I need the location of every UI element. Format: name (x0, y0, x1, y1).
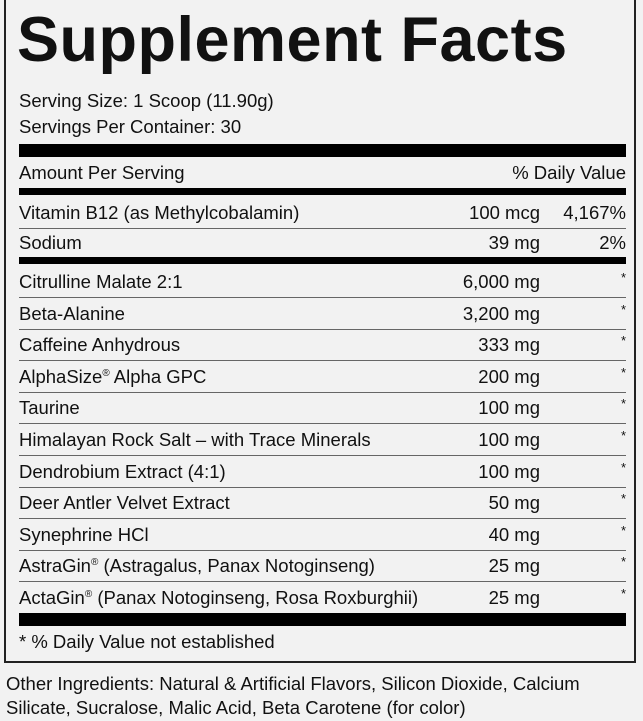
daily-value: * (620, 364, 626, 380)
registered-mark: ® (102, 367, 110, 379)
name-detail: (Astragalus, Panax Notoginseng) (98, 555, 375, 577)
name-text: Caffeine Anhydrous (19, 334, 181, 356)
supplement-facts-panel (4, 0, 636, 663)
daily-value: * (620, 491, 626, 507)
name-text: Dendrobium Extract (4:1) (19, 460, 226, 482)
ingredient-name: Sodium (19, 232, 82, 254)
daily-value: * (620, 428, 626, 443)
table-row: Beta-Alanine 3,200 mg * (19, 299, 626, 330)
daily-value: * (620, 459, 626, 475)
ingredient-name: Caffeine Anhydrous (19, 334, 180, 356)
table-row: Taurine 100 mg * (19, 393, 626, 424)
table-row: AlphaSize® Alpha GPC 200 mg * (19, 362, 626, 393)
name-text: Sodium (19, 232, 82, 253)
row-divider (19, 360, 626, 362)
ingredient-name: AstraGin® (Astragalus, Panax Notoginseng… (19, 555, 375, 577)
registered-mark: ® (90, 557, 99, 569)
name-detail: Alpha GPC (109, 365, 207, 387)
amount: 100 mcg (469, 202, 540, 223)
daily-value: 4,167% (563, 202, 626, 223)
ingredient-name: Deer Antler Velvet Extract (19, 492, 230, 514)
name-text: AlphaSize (19, 365, 103, 387)
table-row: Synephrine HCl 40 mg * (19, 520, 626, 551)
ingredient-name: Himalayan Rock Salt – with Trace Mineral… (19, 429, 371, 451)
name-text: Synephrine HCl (19, 523, 149, 545)
table-row: Vitamin B12 (as Methylcobalamin) 100 mcg 4… (19, 198, 626, 229)
daily-value: * (620, 554, 626, 570)
daily-value: * (620, 396, 626, 412)
ingredient-name: Taurine (19, 397, 80, 419)
amount: 25 mg (488, 587, 540, 608)
table-row: Caffeine Anhydrous 333 mg * (19, 330, 626, 361)
name-text: Deer Antler Velvet Extract (19, 492, 230, 514)
amount: 39 mg (488, 232, 540, 253)
name-detail: (Panax Notoginseng, Rosa Roxburghii) (92, 587, 419, 608)
divider-medium (19, 188, 626, 195)
row-divider (19, 391, 626, 393)
ingredient-name: Dendrobium Extract (4:1) (19, 461, 226, 483)
row-divider (19, 423, 626, 425)
footnote: * % Daily Value not established (19, 631, 275, 652)
daily-value: * (620, 333, 626, 349)
ingredient-name: AlphaSize® Alpha GPC (19, 366, 206, 388)
amount: 200 mg (478, 365, 540, 387)
daily-value-label: % Daily Value (512, 162, 626, 183)
amount: 100 mg (478, 460, 540, 482)
amount: 25 mg (488, 555, 540, 577)
divider-medium (19, 257, 626, 264)
daily-value: * (620, 586, 626, 601)
amount: 333 mg (478, 334, 540, 356)
table-row: Dendrobium Extract (4:1) 100 mg * (19, 457, 626, 488)
daily-value: 2% (599, 232, 626, 253)
row-divider (19, 518, 626, 520)
amount: 50 mg (488, 492, 540, 514)
table-row: Citrulline Malate 2:1 6,000 mg * (19, 267, 626, 298)
table-row: AstraGin® (Astragalus, Panax Notoginseng… (19, 551, 626, 582)
servings-per-container: Servings Per Container: 30 (19, 116, 242, 137)
table-row: Sodium 39 mg 2% (19, 228, 626, 259)
amount: 100 mg (478, 429, 540, 450)
name-text: Beta-Alanine (19, 302, 125, 324)
panel-title: Supplement Facts (17, 5, 568, 75)
daily-value: * (620, 301, 626, 317)
ingredient-name: Synephrine HCl (19, 524, 149, 546)
amount: 100 mg (478, 397, 540, 419)
amount: 3,200 mg (462, 302, 540, 324)
table-row: Deer Antler Velvet Extract 50 mg * (19, 488, 626, 519)
serving-size: Serving Size: 1 Scoop (11.90g) (19, 90, 274, 111)
row-divider (19, 455, 626, 456)
daily-value: * (620, 270, 626, 285)
row-divider (19, 549, 626, 551)
row-divider (19, 328, 626, 330)
divider-thick (19, 144, 626, 157)
amount: 40 mg (488, 523, 540, 545)
ingredient-name: Vitamin B12 (as Methylcobalamin) (19, 202, 299, 224)
header-row: Amount Per Serving % Daily Value (19, 158, 626, 189)
row-divider (19, 486, 626, 488)
row-divider (19, 228, 626, 229)
table-row: Himalayan Rock Salt – with Trace Mineral… (19, 425, 626, 456)
other-ingredients: Other Ingredients: Natural & Artificial … (6, 673, 580, 718)
name-text: ActaGin (19, 587, 85, 608)
name-text: Himalayan Rock Salt – with Trace Mineral… (19, 429, 371, 450)
daily-value: * (620, 522, 626, 538)
amount-per-serving-label: Amount Per Serving (19, 162, 185, 183)
divider-thick (19, 613, 626, 626)
ingredient-name: Beta-Alanine (19, 303, 125, 325)
table-row: ActaGin® (Panax Notoginseng, Rosa Roxbur… (19, 583, 626, 614)
name-text: Taurine (19, 397, 80, 419)
name-text: Vitamin B12 (as Methylcobalamin) (19, 202, 300, 223)
registered-mark: ® (84, 588, 93, 600)
row-divider (19, 297, 626, 298)
ingredient-name: Citrulline Malate 2:1 (19, 271, 183, 293)
name-text: AstraGin (19, 555, 91, 577)
name-text: Citrulline Malate 2:1 (19, 271, 183, 292)
amount: 6,000 mg (462, 271, 540, 292)
row-divider (19, 581, 626, 583)
ingredient-name: ActaGin® (Panax Notoginseng, Rosa Roxbur… (19, 587, 418, 609)
